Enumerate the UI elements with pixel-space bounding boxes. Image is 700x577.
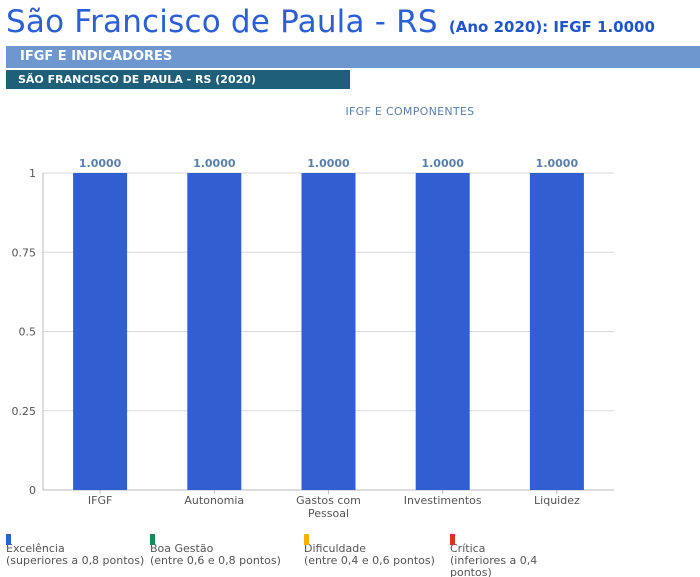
data-label: 1.0000 <box>421 157 464 170</box>
legend-range: (inferiores a 0,4 pontos) <box>450 554 538 577</box>
data-label: 1.0000 <box>79 157 122 170</box>
x-tick-label: Autonomia <box>184 494 244 507</box>
page-subtitle: (Ano 2020): IFGF 1.0000 <box>448 18 655 36</box>
legend-range: (superiores a 0,8 pontos) <box>6 554 145 567</box>
x-tick-label: Liquidez <box>534 494 580 507</box>
legend-item-dificuldade: Dificuldade (entre 0,4 e 0,6 pontos) <box>304 531 435 567</box>
section-header-indicators: IFGF E INDICADORES <box>6 46 700 68</box>
y-tick-label: 0.5 <box>19 326 37 339</box>
bar <box>73 173 128 490</box>
x-tick-label: IFGF <box>88 494 112 507</box>
bar <box>529 173 584 490</box>
chart-title: IFGF E COMPONENTES <box>345 105 475 118</box>
legend-swatch <box>304 534 309 545</box>
legend-label: Boa Gestão <box>150 542 214 555</box>
legend-item-boa-gestao: Boa Gestão (entre 0,6 e 0,8 pontos) <box>150 531 281 567</box>
bar <box>187 173 242 490</box>
legend-label: Crítica <box>450 542 486 555</box>
legend-label: Excelência <box>6 542 65 555</box>
y-tick-label: 0 <box>29 484 36 497</box>
section-subheader-municipality: SÃO FRANCISCO DE PAULA - RS (2020) <box>6 70 350 89</box>
legend-swatch <box>150 534 155 545</box>
y-tick-label: 0.25 <box>12 405 37 418</box>
x-tick-label: Pessoal <box>308 507 349 520</box>
legend: Excelência (superiores a 0,8 pontos) Boa… <box>0 531 700 577</box>
data-label: 1.0000 <box>193 157 236 170</box>
legend-range: (entre 0,6 e 0,8 pontos) <box>150 554 281 567</box>
x-tick-label: Gastos com <box>296 494 361 507</box>
y-tick-label: 0.75 <box>12 246 37 259</box>
data-label: 1.0000 <box>307 157 350 170</box>
legend-item-critica: Crítica (inferiores a 0,4 pontos) <box>450 531 560 577</box>
section-header-label: IFGF E INDICADORES <box>20 49 173 64</box>
bar <box>415 173 470 490</box>
legend-swatch <box>6 534 11 545</box>
page-title-row: São Francisco de Paula - RS (Ano 2020): … <box>6 4 696 44</box>
legend-swatch <box>450 534 455 545</box>
legend-range: (entre 0,4 e 0,6 pontos) <box>304 554 435 567</box>
section-subheader-label: SÃO FRANCISCO DE PAULA - RS (2020) <box>18 73 256 86</box>
bar <box>301 173 356 490</box>
page-title: São Francisco de Paula - RS <box>6 4 438 40</box>
data-label: 1.0000 <box>536 157 579 170</box>
y-tick-label: 1 <box>29 167 36 180</box>
legend-label: Dificuldade <box>304 542 367 555</box>
legend-item-excelencia: Excelência (superiores a 0,8 pontos) <box>6 531 144 567</box>
bar-chart: 0 0.25 0.5 0.75 1 1.0000 IFGF 1.0000 Autonomia 1.… <box>12 157 614 520</box>
x-tick-label: Investimentos <box>404 494 482 507</box>
